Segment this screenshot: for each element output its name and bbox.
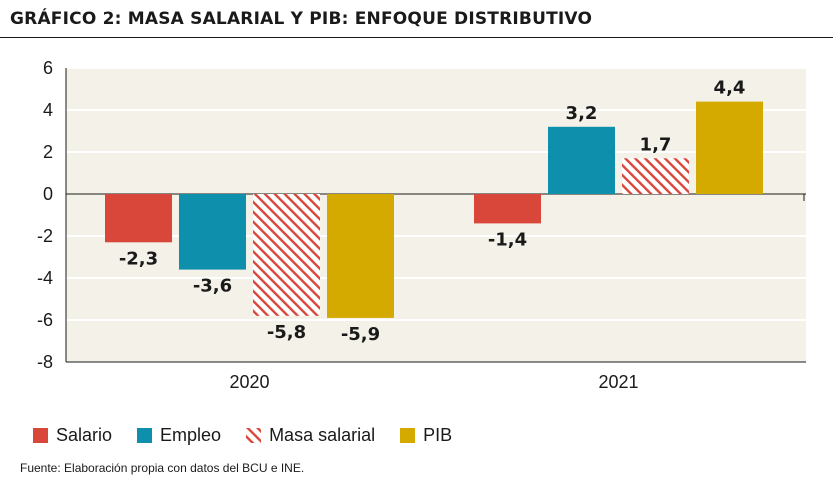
data-label: -1,4: [488, 229, 527, 250]
data-label: 3,2: [566, 103, 598, 124]
bar-salario-2021: [474, 194, 541, 224]
data-label: -5,8: [267, 322, 306, 343]
y-tick-label: 0: [43, 184, 53, 204]
legend-label-masa-salarial: Masa salarial: [269, 425, 376, 445]
bar-empleo-2020: [179, 194, 246, 270]
legend-swatch-pib: [400, 428, 416, 443]
legend-label-pib: PIB: [423, 425, 453, 445]
legend-swatch-masa-salarial: [246, 428, 262, 443]
data-label: 1,7: [640, 134, 672, 155]
plot-area: [66, 68, 806, 362]
source-note: Fuente: Elaboración propia con datos del…: [20, 461, 305, 475]
legend-label-salario: Salario: [56, 425, 113, 445]
legend-swatch-salario: [33, 428, 48, 443]
y-tick-label: -8: [37, 352, 53, 372]
data-label: -5,9: [341, 324, 380, 345]
legend-item-masa-salarial: Masa salarial: [246, 425, 375, 446]
bar-pib-2021: [696, 101, 763, 194]
bar-salario-2020: [105, 194, 172, 243]
legend-item-empleo: Empleo: [137, 425, 221, 446]
legend: Salario Empleo Masa salarial PIB: [33, 425, 477, 446]
data-label: -3,6: [193, 276, 232, 297]
y-tick-label: -4: [37, 268, 53, 288]
y-tick-label: 2: [43, 142, 53, 162]
chart-title: GRÁFICO 2: MASA SALARIAL Y PIB: ENFOQUE …: [10, 9, 593, 29]
bar-empleo-2021: [548, 126, 615, 194]
bar-masa-salarial-2020: [253, 194, 320, 316]
bar-chart: 6 4 2 0 -2 -4 -6 -8 -2,3 -3,6 -5,8 -5,9 2020 -1,4 3,2 1…: [37, 58, 806, 392]
x-tick-label: 2020: [229, 372, 269, 392]
bar-pib-2020: [327, 194, 394, 318]
data-label: -2,3: [119, 248, 158, 269]
x-tick-label: 2021: [598, 372, 638, 392]
data-label: 4,4: [714, 78, 746, 99]
title-divider: [0, 37, 833, 38]
legend-item-salario: Salario: [33, 425, 112, 446]
bar-masa-salarial-2021: [622, 158, 689, 194]
y-tick-label: -2: [37, 226, 53, 246]
y-tick-label: 6: [43, 58, 53, 78]
y-tick-label: -6: [37, 310, 53, 330]
y-tick-label: 4: [43, 100, 53, 120]
legend-label-empleo: Empleo: [160, 425, 222, 445]
legend-item-pib: PIB: [400, 425, 452, 446]
legend-swatch-empleo: [137, 428, 153, 443]
